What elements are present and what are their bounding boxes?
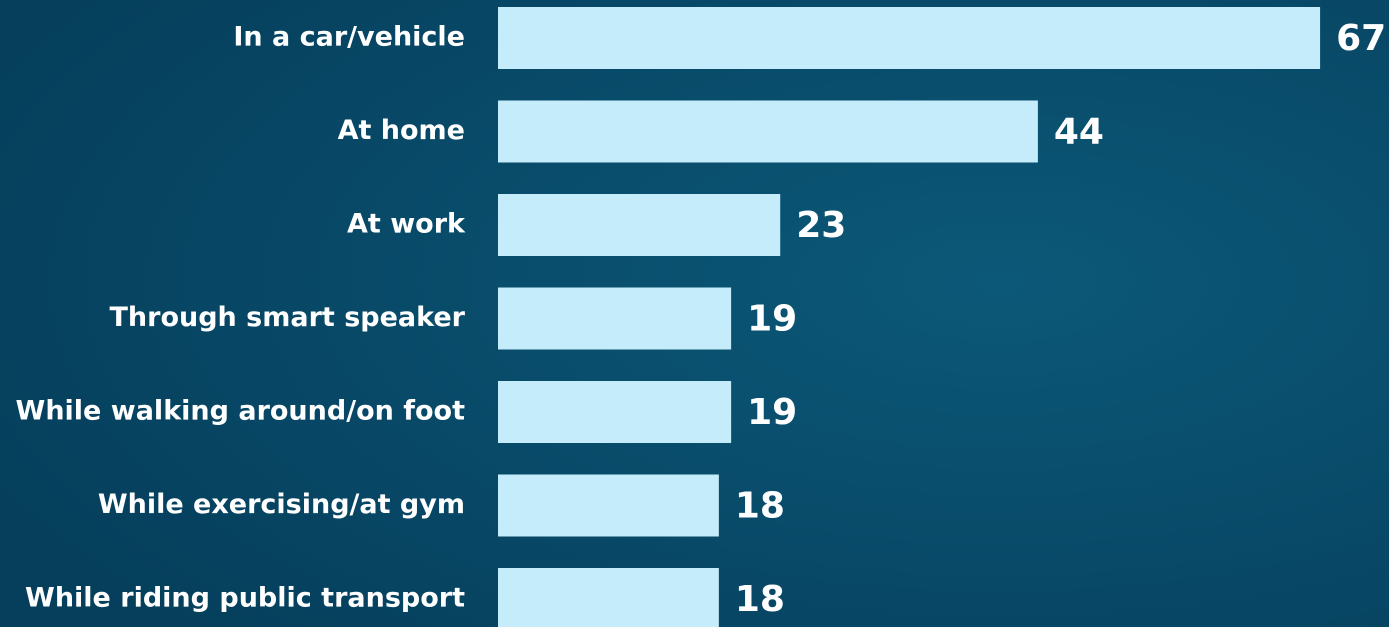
bar [498, 100, 1038, 163]
category-label: At home [338, 115, 465, 146]
bar [498, 7, 1321, 69]
category-label: Through smart speaker [109, 302, 465, 333]
value-label: 19 [747, 392, 797, 433]
category-label: While walking around/on foot [16, 396, 466, 427]
bar [498, 381, 732, 443]
category-label: At work [347, 209, 466, 240]
bar [498, 568, 719, 627]
category-label: While riding public transport [25, 583, 465, 614]
value-label: 18 [735, 486, 785, 527]
bar [498, 194, 781, 256]
value-label: 67 [1336, 18, 1386, 59]
value-label: 18 [735, 579, 785, 620]
category-label: In a car/vehicle [233, 22, 465, 53]
bar [498, 287, 732, 350]
value-label: 19 [747, 299, 797, 340]
value-label: 23 [796, 205, 846, 246]
category-label: While exercising/at gym [98, 489, 465, 520]
value-label: 44 [1054, 112, 1104, 153]
bar [498, 474, 719, 537]
